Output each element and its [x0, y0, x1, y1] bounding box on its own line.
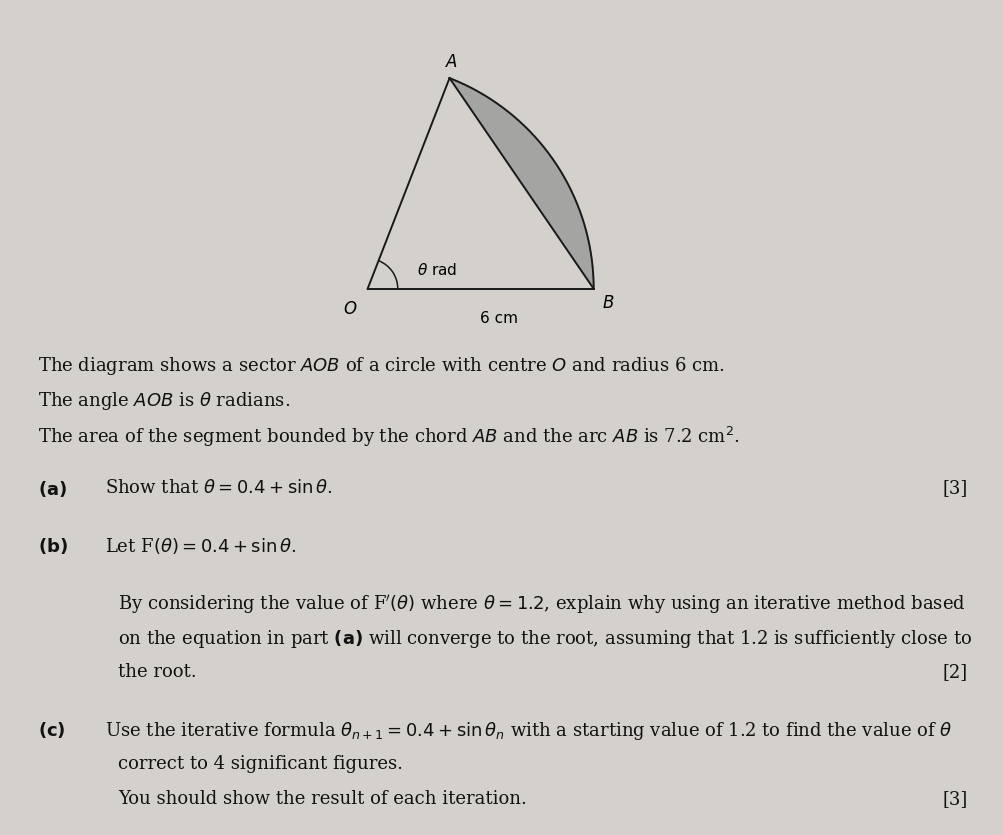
- Polygon shape: [449, 78, 593, 289]
- Text: The diagram shows a sector $AOB$ of a circle with centre $O$ and radius 6 cm.: The diagram shows a sector $AOB$ of a ci…: [38, 355, 724, 377]
- Text: $\mathbf{(c)}$: $\mathbf{(c)}$: [38, 720, 66, 740]
- Text: The area of the segment bounded by the chord $AB$ and the arc $AB$ is 7.2 cm$^2$: The area of the segment bounded by the c…: [38, 425, 739, 449]
- Text: correct to 4 significant figures.: correct to 4 significant figures.: [118, 755, 403, 773]
- Text: Show that $\theta = 0.4 + \sin\theta$.: Show that $\theta = 0.4 + \sin\theta$.: [105, 479, 333, 498]
- Text: By considering the value of F$'(\theta)$ where $\theta = 1.2$, explain why using: By considering the value of F$'(\theta)$…: [118, 593, 965, 616]
- Text: $\theta$ rad: $\theta$ rad: [416, 262, 456, 278]
- Text: [3]: [3]: [942, 479, 967, 498]
- Text: [2]: [2]: [942, 663, 967, 681]
- Text: 6 cm: 6 cm: [480, 311, 518, 326]
- Text: Let F$(\theta) = 0.4 + \sin\theta$.: Let F$(\theta) = 0.4 + \sin\theta$.: [105, 536, 297, 556]
- Text: $A$: $A$: [444, 53, 457, 71]
- Text: $O$: $O$: [342, 300, 357, 318]
- Text: Use the iterative formula $\theta_{n+1} = 0.4 + \sin\theta_n$ with a starting va: Use the iterative formula $\theta_{n+1} …: [105, 720, 952, 741]
- Text: on the equation in part $\mathbf{(a)}$ will converge to the root, assuming that : on the equation in part $\mathbf{(a)}$ w…: [118, 628, 972, 650]
- Text: $\mathbf{(b)}$: $\mathbf{(b)}$: [38, 536, 68, 556]
- Text: You should show the result of each iteration.: You should show the result of each itera…: [118, 790, 527, 808]
- Text: the root.: the root.: [118, 663, 197, 681]
- Text: $\mathbf{(a)}$: $\mathbf{(a)}$: [38, 479, 67, 499]
- Text: [3]: [3]: [942, 790, 967, 808]
- Text: $B$: $B$: [602, 295, 614, 312]
- Text: The angle $AOB$ is $\theta$ radians.: The angle $AOB$ is $\theta$ radians.: [38, 390, 290, 412]
